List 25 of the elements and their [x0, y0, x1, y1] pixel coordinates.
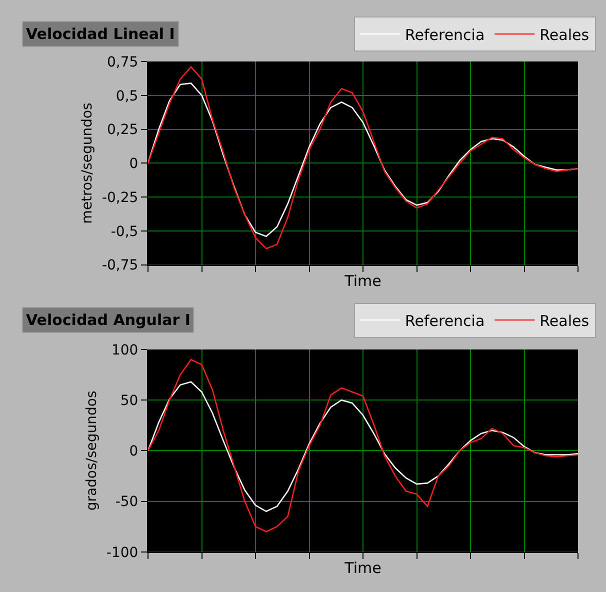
legend-label: Referencia [405, 26, 485, 44]
y-tick-label: 100 [111, 342, 138, 358]
y-axis-title: metros/segundos [80, 102, 96, 224]
y-tick-label: -0,5 [110, 224, 138, 240]
chart-title: Velocidad Angular I [26, 311, 190, 329]
y-tick-label: 0,75 [107, 54, 138, 70]
legend-label: Reales [540, 312, 590, 330]
y-tick-label: -0,25 [102, 190, 138, 206]
legend-label: Referencia [405, 312, 485, 330]
y-tick-label: -0,75 [102, 258, 138, 274]
y-tick-label: 0 [129, 444, 138, 460]
y-tick-label: 50 [120, 392, 138, 409]
chart-title: Velocidad Lineal I [26, 25, 175, 43]
x-axis-title: Time [344, 558, 382, 577]
y-axis-title: grados/segundos [84, 390, 100, 511]
y-tick-label: -50 [115, 494, 138, 510]
line-series [148, 358, 578, 532]
y-tick-label: 0 [129, 156, 138, 172]
x-axis-title: Time [344, 272, 382, 290]
y-tick-label: -100 [106, 544, 138, 561]
y-tick-label: 0,5 [116, 88, 138, 104]
line-series [148, 381, 578, 512]
line-series [148, 66, 578, 250]
y-tick-label: 0,25 [107, 122, 138, 138]
legend-label: Reales [540, 26, 590, 44]
